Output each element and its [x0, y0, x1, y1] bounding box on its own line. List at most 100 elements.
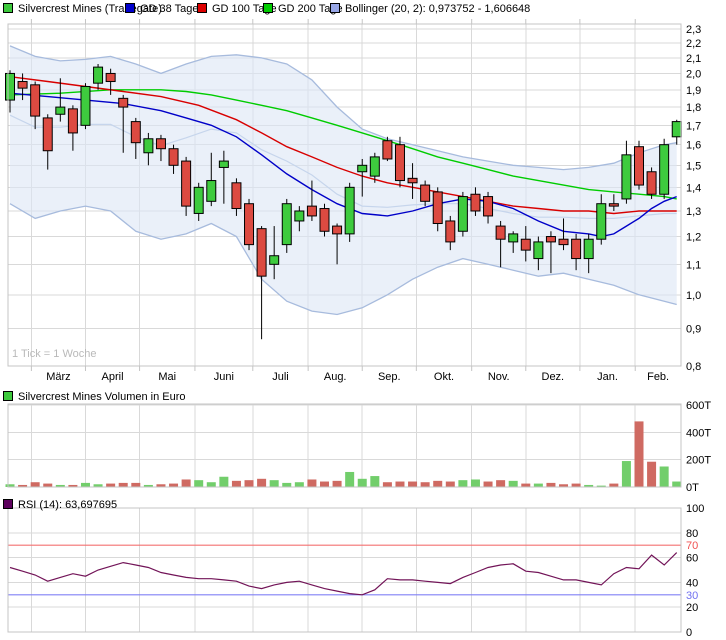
- volume-bar: [470, 479, 480, 487]
- volume-legend-row: Silvercrest Mines Volumen in Euro: [0, 390, 726, 403]
- candle-body: [143, 138, 154, 154]
- rsi-axis-label: 100: [686, 503, 704, 515]
- volume-swatch-icon: [3, 391, 13, 401]
- candle-body: [382, 140, 393, 160]
- rsi-line: [9, 552, 678, 596]
- overlay-line-gd-38-tage: [9, 92, 677, 238]
- volume-bar: [458, 480, 468, 487]
- price-axis-label: 2,0: [686, 68, 701, 80]
- volume-bar: [181, 479, 191, 487]
- legend-item-rsi: RSI (14): 63,697695: [3, 498, 117, 511]
- volume-bar: [206, 482, 216, 487]
- candle-body: [520, 238, 531, 251]
- candle-body: [181, 160, 192, 207]
- month-label: Aug.: [324, 371, 347, 383]
- volume-bar: [5, 484, 15, 487]
- volume-bar: [345, 471, 355, 487]
- volume-bar: [257, 478, 267, 487]
- volume-bar: [269, 480, 279, 487]
- candle-body: [659, 144, 670, 195]
- volume-bar: [30, 482, 40, 487]
- candle-body: [634, 146, 644, 186]
- rsi-axis-label: 30: [686, 590, 698, 602]
- volume-bar: [307, 479, 317, 487]
- candle-body: [168, 148, 179, 166]
- volume-bar: [445, 481, 455, 487]
- price-axis-label: 1,5: [686, 160, 701, 172]
- volume-bar: [596, 485, 606, 488]
- candle-body: [130, 121, 141, 144]
- candle-body: [306, 205, 317, 217]
- volume-bar: [55, 484, 65, 487]
- price-axis-label: 2,2: [686, 38, 701, 50]
- candle-body: [457, 196, 468, 232]
- volume-bar: [533, 483, 543, 487]
- candle-body: [105, 72, 116, 83]
- candle-body: [269, 255, 280, 265]
- legend-item-gd100: GD 100 Tage: [197, 2, 277, 15]
- price-axis-label: 1,3: [686, 206, 701, 218]
- candle-body: [470, 193, 481, 212]
- candle-body: [118, 97, 129, 108]
- legend-item-bollinger: Bollinger (20, 2): 0,973752 - 1,606648: [330, 2, 530, 15]
- candle-body: [231, 182, 242, 210]
- gd38-swatch-icon: [125, 3, 135, 13]
- candle-body: [545, 236, 556, 243]
- volume-bar: [496, 480, 506, 487]
- candle-body: [407, 177, 418, 184]
- candle-body: [357, 164, 368, 173]
- rsi-axis-label: 40: [686, 577, 698, 589]
- rsi-title: RSI (14): 63,697695: [18, 499, 118, 511]
- month-label: Juni: [214, 371, 234, 383]
- tick-note: 1 Tick = 1 Woche: [12, 348, 96, 360]
- volume-bar: [382, 482, 392, 487]
- month-label: Nov.: [488, 371, 510, 383]
- candle-body: [508, 233, 519, 243]
- volume-bar: [169, 483, 179, 487]
- volume-bar: [546, 482, 556, 487]
- volume-bar: [244, 480, 254, 487]
- bollinger-label: Bollinger (20, 2): 0,973752 - 1,606648: [345, 3, 531, 15]
- candle-body: [583, 238, 594, 260]
- volume-bar: [647, 461, 657, 487]
- candle-body: [294, 210, 305, 222]
- candle-body: [93, 66, 104, 84]
- volume-bar: [584, 484, 594, 487]
- price-axis-label: 1,7: [686, 120, 701, 132]
- volume-bar: [659, 466, 669, 487]
- volume-bar: [156, 484, 166, 487]
- volume-bar: [106, 483, 116, 487]
- gd100-swatch-icon: [197, 3, 207, 13]
- price-axis-label: 1,8: [686, 102, 701, 114]
- volume-bar: [194, 480, 204, 487]
- month-label: Sep.: [378, 371, 401, 383]
- rsi-axis-label: 80: [686, 528, 698, 540]
- candle-body: [218, 160, 229, 168]
- price-axis-label: 0,8: [686, 361, 701, 373]
- candle-body: [256, 228, 267, 277]
- month-label: Juli: [272, 371, 289, 383]
- candle-body: [244, 203, 255, 246]
- candle-body: [55, 106, 66, 115]
- rsi-axis-label: 0: [686, 627, 692, 639]
- bollinger-band-fill: [10, 45, 677, 315]
- volume-bar: [609, 483, 619, 487]
- volume-bar: [68, 484, 78, 487]
- volume-bar: [370, 476, 380, 487]
- volume-bar: [395, 481, 405, 487]
- volume-bar: [131, 482, 141, 487]
- candle-body: [420, 184, 431, 202]
- candle-body: [5, 72, 15, 101]
- volume-axis-label: 400T: [686, 427, 711, 439]
- rsi-axis-label: 20: [686, 602, 698, 614]
- price-axis-label: 2,1: [686, 53, 701, 65]
- volume-bar: [231, 480, 241, 487]
- price-axis-label: 1,0: [686, 290, 701, 302]
- volume-panel: 600T 400T 200T 0T: [5, 400, 711, 494]
- candle-body: [483, 196, 494, 217]
- candle-body: [369, 156, 380, 177]
- price-legend-row: Silvercrest Mines (Tradegate) GD 38 Tage…: [0, 2, 726, 15]
- candle-body: [30, 84, 41, 117]
- overlay-line-gd-100-tage: [9, 76, 677, 215]
